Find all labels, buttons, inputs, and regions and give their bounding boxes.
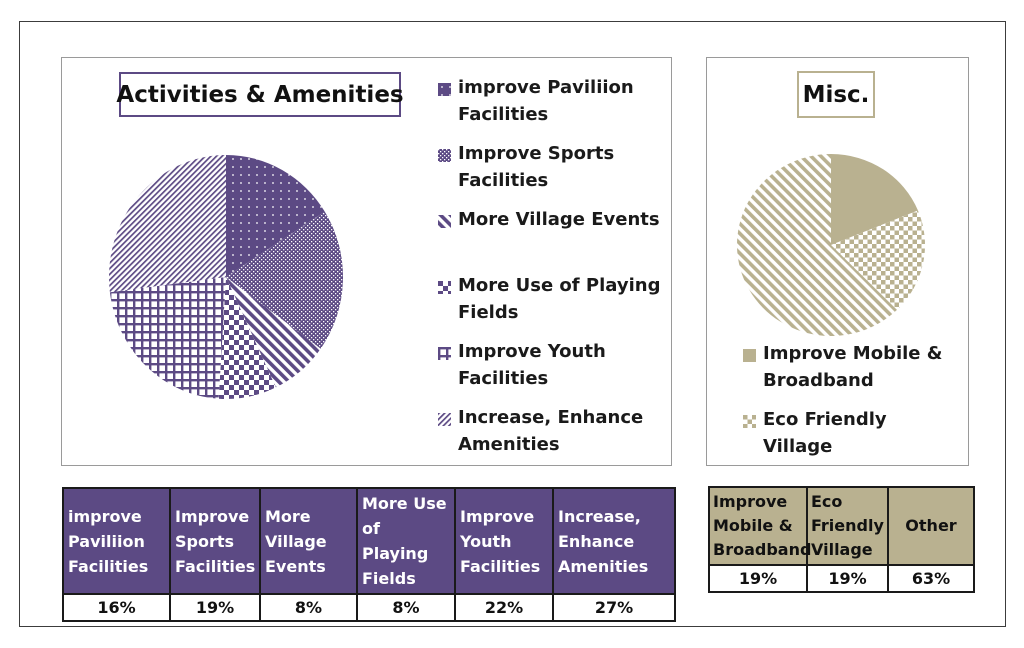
- legend-item: More Village Events: [438, 209, 663, 233]
- table-header-row: improve Paviliion Facilities Improve Spo…: [62, 487, 676, 595]
- activities-chart-title: Activities & Amenities: [116, 72, 404, 117]
- table-cell: 19%: [806, 564, 889, 593]
- legend-label: Improve Mobile & Broadband: [763, 343, 943, 391]
- activities-pie-chart: [109, 155, 343, 399]
- table-cell: 63%: [887, 564, 975, 593]
- table-header-row: Improve Mobile & Broadband Eco Friendly …: [708, 486, 975, 566]
- legend-label: More Use of Playing Fields: [458, 275, 661, 323]
- pie-slice: [109, 277, 226, 399]
- table-cell: 8%: [356, 593, 456, 622]
- misc-chart-title: Misc.: [797, 71, 875, 118]
- legend-item: Increase, Enhance Amenities: [438, 407, 663, 458]
- legend-swatch: [743, 415, 756, 428]
- misc-pie-chart: [737, 154, 925, 336]
- table-header-cell: Improve Mobile & Broadband: [708, 486, 811, 566]
- table-header-cell: More Village Events: [259, 487, 358, 595]
- legend-label: More Village Events: [458, 209, 660, 230]
- legend-label: Improve Youth Facilities: [458, 341, 606, 389]
- legend-label: Improve Sports Facilities: [458, 143, 615, 191]
- legend-item: Eco Friendly Village: [743, 409, 953, 460]
- pie-slice: [831, 210, 925, 310]
- table-cell: 8%: [259, 593, 358, 622]
- legend-label: improve Paviliion Facilities: [458, 77, 634, 125]
- legend-swatch: [743, 349, 756, 362]
- table-cell: 19%: [169, 593, 261, 622]
- table-cell: 19%: [708, 564, 808, 593]
- legend-swatch: [438, 347, 451, 360]
- legend-swatch: [438, 149, 451, 162]
- table-row: 19% 19% 63%: [708, 564, 975, 593]
- pie-slice: [226, 277, 321, 388]
- table-row: 16% 19% 8% 8% 22% 27%: [62, 593, 676, 622]
- table-cell: 22%: [454, 593, 554, 622]
- pie-slice: [737, 154, 897, 336]
- pie-slice: [218, 277, 276, 399]
- legend-label: Eco Friendly Village: [763, 409, 887, 457]
- legend-item: improve Paviliion Facilities: [438, 77, 663, 128]
- table-cell: 27%: [552, 593, 676, 622]
- table-cell: 16%: [62, 593, 171, 622]
- legend-item: Improve Mobile & Broadband: [743, 343, 953, 394]
- legend-swatch: [438, 281, 451, 294]
- table-header-cell: Increase, Enhance Amenities: [552, 487, 676, 595]
- pie-slice: [109, 155, 226, 293]
- legend-item: More Use of Playing Fields: [438, 275, 663, 326]
- legend-swatch: [438, 413, 451, 426]
- pie-slice: [226, 211, 343, 349]
- legend-item: Improve Sports Facilities: [438, 143, 663, 194]
- legend-swatch: [438, 215, 451, 228]
- legend-item: Improve Youth Facilities: [438, 341, 663, 392]
- misc-data-table: Improve Mobile & Broadband Eco Friendly …: [708, 486, 975, 593]
- table-header-cell: Eco Friendly Village: [806, 486, 889, 566]
- legend-label: Increase, Enhance Amenities: [458, 407, 644, 455]
- table-header-cell: Improve Youth Facilities: [454, 487, 554, 595]
- legend-swatch: [438, 83, 451, 96]
- pie-slice: [226, 155, 325, 277]
- table-header-cell: More Use of Playing Fields: [356, 487, 456, 595]
- table-header-cell: improve Paviliion Facilities: [62, 487, 171, 595]
- pie-slice: [831, 154, 918, 245]
- table-header-cell: Improve Sports Facilities: [169, 487, 261, 595]
- activities-data-table: improve Paviliion Facilities Improve Spo…: [62, 487, 676, 622]
- table-header-cell: Other: [887, 486, 975, 566]
